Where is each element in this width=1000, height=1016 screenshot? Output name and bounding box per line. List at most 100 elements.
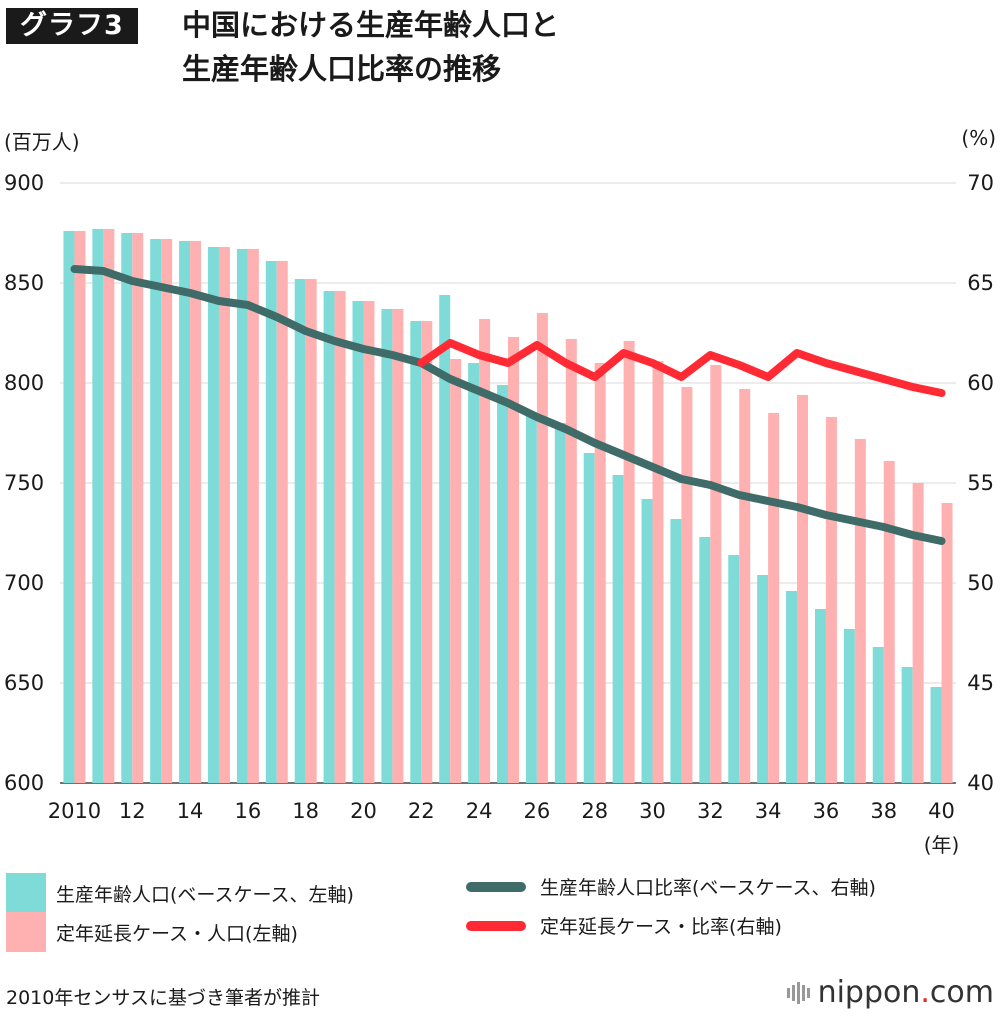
x-tick-label: 2010 [48, 799, 101, 823]
x-tick-label: 22 [408, 799, 435, 823]
bar-base-pop [612, 475, 624, 783]
bar-ext-pop [218, 247, 230, 783]
bar-base-pop [872, 647, 884, 783]
right-tick-label: 50 [967, 571, 994, 595]
right-tick-label: 40 [967, 771, 994, 795]
left-axis-unit: (百万人) [4, 130, 80, 154]
bar-ext-pop [710, 365, 722, 783]
right-tick-label: 70 [967, 171, 994, 195]
bar-ext-pop [883, 461, 895, 783]
source-note: 2010年センサスに基づき筆者が推計 [6, 987, 320, 1009]
bar-ext-pop [74, 231, 86, 783]
left-tick-label: 900 [4, 171, 44, 195]
bar-ext-pop [103, 229, 115, 783]
right-axis-unit: (%) [961, 126, 996, 150]
bar-ext-pop [912, 483, 924, 783]
bar-base-pop [265, 261, 277, 783]
left-tick-label: 750 [4, 471, 44, 495]
bar-ext-pop [161, 239, 173, 783]
right-tick-label: 55 [967, 471, 994, 495]
x-tick-label: 32 [697, 799, 724, 823]
legend-swatch-ext-ratio [466, 920, 526, 931]
bar-ext-pop [797, 395, 809, 783]
bar-ext-pop [623, 341, 635, 783]
legend-ext-ratio: 定年延長ケース・比率(右軸) [466, 912, 782, 939]
bar-ext-pop [854, 439, 866, 783]
bar-ext-pop [825, 417, 837, 783]
legend-ext-pop: 定年延長ケース・人口(左軸) [6, 912, 298, 952]
bar-base-pop [179, 241, 191, 783]
bar-base-pop [699, 537, 711, 783]
bar-base-pop [525, 415, 537, 783]
legend-swatch-ext-pop [6, 912, 46, 952]
line-ext-ratio [417, 339, 946, 397]
bar-base-pop [410, 321, 422, 783]
legend-base-ratio: 生産年齢人口比率(ベースケース、右軸) [466, 873, 876, 900]
bar-base-pop [468, 363, 480, 783]
bar-ext-pop [305, 279, 317, 783]
bar-base-pop [323, 291, 335, 783]
x-tick-label: 30 [639, 799, 666, 823]
bar-base-pop [236, 249, 248, 783]
bar-ext-pop [421, 321, 433, 783]
chart-canvas: 900 850 800 750 700 650 600 70 65 60 55 50 45 40 2010 1… [4, 171, 994, 857]
legend-swatch-base-pop [6, 873, 46, 913]
x-tick-label: 16 [235, 799, 262, 823]
bar-base-pop [207, 247, 219, 783]
x-tick-label: 28 [581, 799, 608, 823]
bar-ext-pop [536, 313, 548, 783]
right-tick-label: 65 [967, 271, 994, 295]
left-tick-label: 800 [4, 371, 44, 395]
bar-ext-pop [132, 233, 144, 783]
legend-swatch-base-ratio [466, 881, 526, 892]
bar-base-pop [439, 295, 451, 783]
x-tick-label: 24 [466, 799, 493, 823]
brand-logo[interactable]: nippon. com [786, 975, 994, 1010]
bar-base-pop [843, 629, 855, 783]
bar-base-pop [381, 309, 393, 783]
bar-ext-pop [739, 389, 751, 783]
bar-base-pop [121, 233, 133, 783]
bar-base-pop [901, 667, 913, 783]
bar-ext-pop [247, 249, 259, 783]
left-tick-label: 600 [4, 771, 44, 795]
bar-base-pop [150, 239, 162, 783]
bar-ext-pop [450, 359, 462, 783]
bar-ext-pop [565, 339, 577, 783]
bar-base-pop [497, 385, 508, 783]
bar-base-pop [814, 609, 826, 783]
legend-label-ext-ratio: 定年延長ケース・比率(右軸) [540, 916, 782, 938]
x-tick-label: 38 [870, 799, 897, 823]
bar-base-pop [92, 229, 104, 783]
bar-base-pop [728, 555, 740, 783]
x-tick-label: 26 [524, 799, 551, 823]
chart-title-line-1: 中国における生産年齢人口と [182, 8, 560, 42]
bar-base-pop [930, 687, 942, 783]
bar-ext-pop [508, 337, 519, 783]
x-axis-unit: (年) [924, 833, 960, 857]
bar-base-pop [63, 231, 75, 783]
brand-tld: com [929, 975, 994, 1010]
bar-ext-pop [768, 413, 780, 783]
bar-ext-pop [479, 319, 491, 783]
bar-base-pop [786, 591, 798, 783]
bar-ext-pop [363, 301, 375, 783]
x-tick-label: 14 [177, 799, 204, 823]
brand-name: nippon [817, 975, 921, 1010]
bar-base-pop [352, 301, 364, 783]
legend-label-base-pop: 生産年齢人口(ベースケース、左軸) [56, 883, 354, 906]
x-tick-label: 12 [119, 799, 146, 823]
x-tick-label: 34 [755, 799, 782, 823]
right-tick-label: 60 [967, 371, 994, 395]
bar-ext-pop [594, 363, 606, 783]
left-tick-label: 650 [4, 671, 44, 695]
x-tick-label: 36 [813, 799, 840, 823]
brand-dot: . [920, 975, 930, 1010]
bar-base-pop [641, 499, 653, 783]
bar-ext-pop [276, 261, 288, 783]
left-tick-label: 700 [4, 571, 44, 595]
bar-ext-pop [392, 309, 404, 783]
left-tick-label: 850 [4, 271, 44, 295]
line-base-ratio [70, 265, 946, 545]
x-tick-label: 18 [292, 799, 319, 823]
